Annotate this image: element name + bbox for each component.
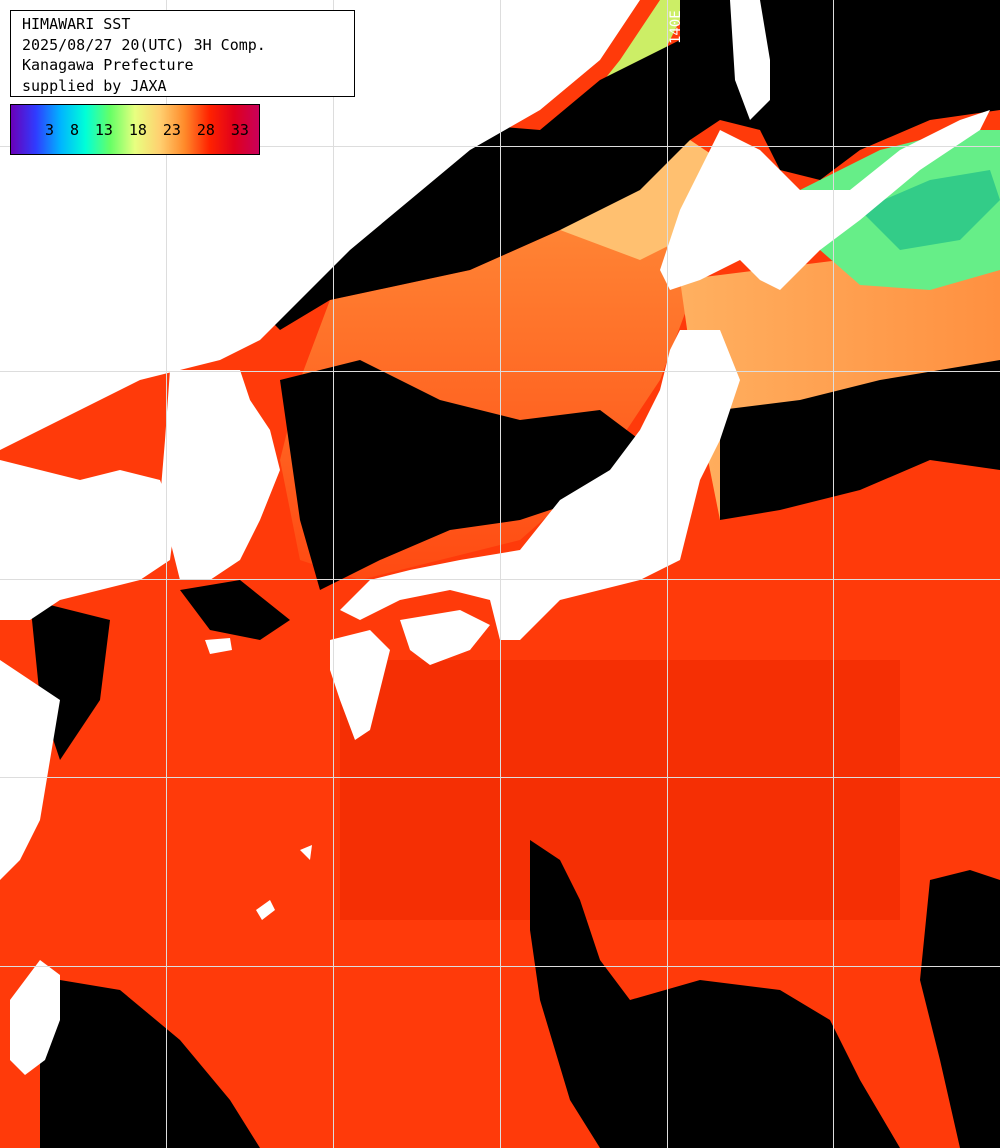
cloud-sea-of-japan [280, 360, 640, 590]
colorbar-tick: 23 [162, 120, 181, 139]
cloud-south-central [530, 840, 900, 1148]
colorbar-tick: 33 [230, 120, 249, 139]
land-sakhalin [730, 0, 770, 120]
land-ryukyu-2 [300, 845, 312, 860]
lat-label-40n: 40N [13, 352, 39, 368]
land-tsushima [205, 638, 232, 654]
info-box: HIMAWARI SST 2025/08/27 20(UTC) 3H Comp.… [10, 10, 355, 97]
cloud-korea-south [180, 580, 290, 640]
color-legend: 3 8 13 18 23 28 33 [10, 104, 260, 155]
land-taiwan [10, 960, 60, 1075]
colorbar-tick: 13 [94, 120, 113, 139]
colorbar-tick: 28 [196, 120, 215, 139]
land-kyushu [330, 630, 390, 740]
land-china-southeast [0, 660, 60, 880]
map-region: Kanagawa Prefecture [22, 56, 194, 74]
map-timestamp: 2025/08/27 20(UTC) 3H Comp. [22, 35, 266, 54]
map-credit: supplied by JAXA [22, 76, 167, 95]
cloud-southwest [40, 980, 260, 1148]
colorbar-tick: 18 [128, 120, 147, 139]
land-korea [160, 370, 280, 580]
cloud-tohoku-east [720, 360, 1000, 520]
ocean-center-hot [340, 660, 900, 920]
land-hokkaido [660, 110, 990, 290]
lat-label-30n: 30N [18, 760, 44, 776]
land-ryukyu-1 [256, 900, 275, 920]
cloud-north [250, 0, 1000, 330]
cloud-southeast [920, 870, 1000, 1148]
colorbar-tick: 8 [69, 120, 79, 139]
map-title: HIMAWARI SST [22, 15, 131, 33]
land-ulleungdo [400, 125, 428, 160]
land-honshu [340, 330, 740, 640]
pacific-northeast-cold-dark [860, 170, 1000, 250]
land-shikoku [400, 610, 490, 665]
colorbar-tick: 3 [44, 120, 54, 139]
lon-label-140e: 140E [668, 10, 684, 44]
